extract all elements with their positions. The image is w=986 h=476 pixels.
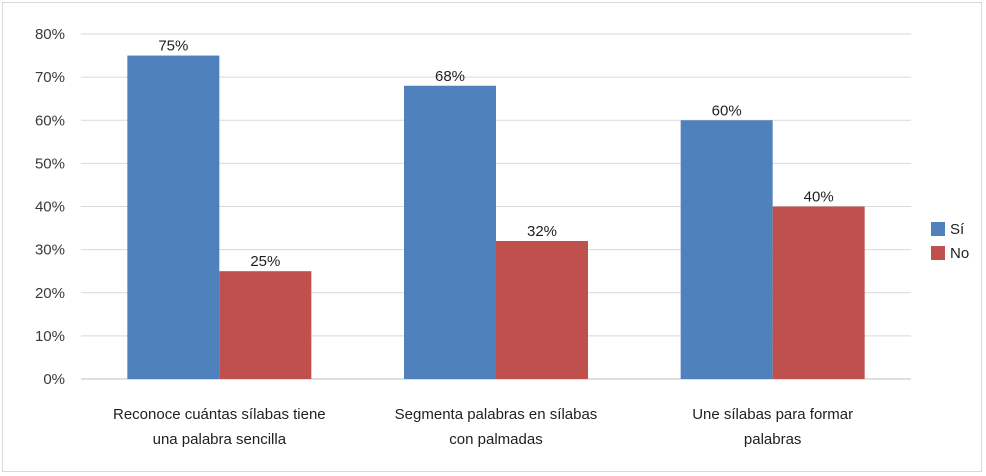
y-tick-label: 0% bbox=[43, 371, 65, 388]
legend: Sí No bbox=[931, 221, 969, 262]
category-label: una palabra sencilla bbox=[153, 431, 287, 448]
y-tick-label: 70% bbox=[35, 69, 65, 86]
data-label: 75% bbox=[158, 38, 188, 55]
bar-si bbox=[404, 85, 496, 379]
y-axis-ticks: 0% 10% 20% 30% 40% 50% 60% 70% 80% bbox=[35, 26, 65, 388]
category-label: con palmadas bbox=[449, 431, 542, 448]
y-tick-label: 80% bbox=[35, 26, 65, 43]
y-tick-label: 30% bbox=[35, 242, 65, 259]
y-tick-label: 10% bbox=[35, 328, 65, 345]
data-label: 60% bbox=[712, 102, 742, 119]
category-label: palabras bbox=[744, 431, 802, 448]
legend-swatch bbox=[931, 246, 945, 260]
y-tick-label: 50% bbox=[35, 155, 65, 172]
data-label: 68% bbox=[435, 68, 465, 85]
legend-label: No bbox=[950, 245, 969, 262]
bar-no bbox=[772, 206, 865, 379]
bar-si bbox=[680, 120, 773, 379]
category-label: Une sílabas para formar bbox=[692, 406, 853, 423]
bar-no bbox=[496, 241, 588, 379]
bar-si bbox=[127, 55, 220, 379]
legend-label: Sí bbox=[950, 221, 965, 238]
bars-layer bbox=[127, 55, 865, 379]
y-tick-label: 60% bbox=[35, 112, 65, 129]
legend-swatch bbox=[931, 222, 945, 236]
category-label: Reconoce cuántas sílabas tiene bbox=[113, 406, 326, 423]
y-tick-label: 20% bbox=[35, 285, 65, 302]
bar-no bbox=[219, 271, 312, 379]
data-labels-layer: 75% 68% 60% 25% 32% 40% bbox=[158, 38, 833, 271]
x-axis-categories: Reconoce cuántas sílabas tiene una palabr… bbox=[113, 406, 853, 448]
y-tick-label: 40% bbox=[35, 199, 65, 216]
bar-chart: 0% 10% 20% 30% 40% 50% 60% 70% 80% 75% 68% 60% 25% 3… bbox=[35, 26, 969, 448]
category-label: Segmenta palabras en sílabas bbox=[395, 406, 598, 423]
data-label: 32% bbox=[527, 223, 557, 240]
data-label: 40% bbox=[804, 189, 834, 206]
data-label: 25% bbox=[250, 253, 280, 270]
